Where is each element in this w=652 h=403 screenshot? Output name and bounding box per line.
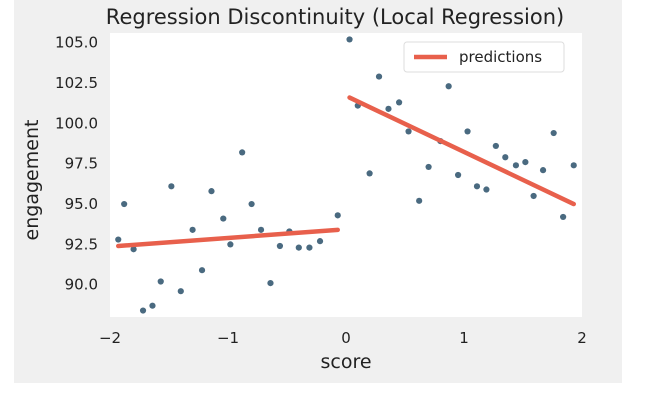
data-point: [492, 142, 499, 150]
data-point: [483, 186, 490, 193]
data-point: [385, 105, 392, 112]
data-point: [316, 238, 324, 245]
legend: predictions: [403, 41, 565, 73]
data-point: [530, 192, 537, 200]
x-tick-label: −2: [99, 329, 121, 347]
data-point: [115, 236, 122, 243]
data-point: [198, 267, 206, 274]
prediction-line: [116, 227, 340, 249]
x-tick-label: 1: [459, 329, 469, 347]
data-point: [539, 167, 547, 174]
chart-title: Regression Discontinuity (Local Regressi…: [106, 5, 564, 29]
data-point: [366, 170, 373, 177]
plot-area: [110, 33, 582, 317]
data-point: [306, 244, 313, 251]
x-tick-label: −1: [217, 329, 239, 347]
y-tick-label: 105.0: [55, 34, 98, 52]
data-point: [208, 188, 215, 195]
prediction-lines: [116, 95, 576, 249]
data-point: [139, 307, 147, 314]
data-point: [149, 302, 156, 309]
data-point: [267, 280, 274, 287]
data-point: [396, 99, 403, 106]
data-points: [115, 36, 577, 314]
data-point: [177, 288, 184, 295]
data-point: [425, 163, 432, 171]
data-point: [416, 197, 423, 204]
data-point: [227, 241, 234, 248]
data-point: [473, 183, 481, 190]
legend-box: [403, 41, 565, 73]
data-point: [502, 154, 509, 161]
y-tick-label: 102.5: [55, 74, 98, 92]
data-point: [550, 129, 557, 137]
data-point: [189, 226, 196, 233]
data-point: [570, 162, 577, 169]
data-point: [239, 149, 246, 156]
data-point: [248, 200, 255, 208]
data-point: [168, 183, 175, 190]
data-point: [276, 242, 284, 250]
data-point: [560, 213, 567, 221]
data-point: [405, 128, 412, 135]
data-point: [512, 162, 520, 169]
y-axis-label: engagement: [21, 120, 43, 241]
data-point: [445, 83, 452, 90]
x-axis-label: score: [320, 351, 371, 373]
axis-ticks: −2 −1 0 1 2 90.0 92.5 95.0 97.5 100.0 102.5 105.0: [55, 34, 587, 347]
y-tick-label: 97.5: [65, 155, 98, 173]
x-tick-label: 2: [577, 329, 587, 347]
y-tick-label: 100.0: [55, 114, 98, 132]
data-point: [346, 36, 353, 43]
data-point: [375, 73, 383, 80]
data-point: [522, 158, 529, 166]
y-tick-label: 90.0: [65, 276, 98, 294]
data-point: [464, 128, 471, 135]
x-tick-label: 0: [341, 329, 351, 347]
prediction-line: [347, 95, 576, 207]
data-point: [334, 212, 341, 219]
data-point: [295, 244, 302, 251]
data-point: [220, 215, 227, 222]
legend-label: predictions: [459, 48, 542, 66]
y-tick-label: 92.5: [65, 235, 98, 253]
y-tick-label: 95.0: [65, 195, 98, 213]
data-point: [455, 171, 462, 179]
data-point: [157, 278, 164, 285]
data-point: [257, 226, 265, 233]
data-point: [130, 246, 137, 253]
data-point: [121, 200, 128, 208]
